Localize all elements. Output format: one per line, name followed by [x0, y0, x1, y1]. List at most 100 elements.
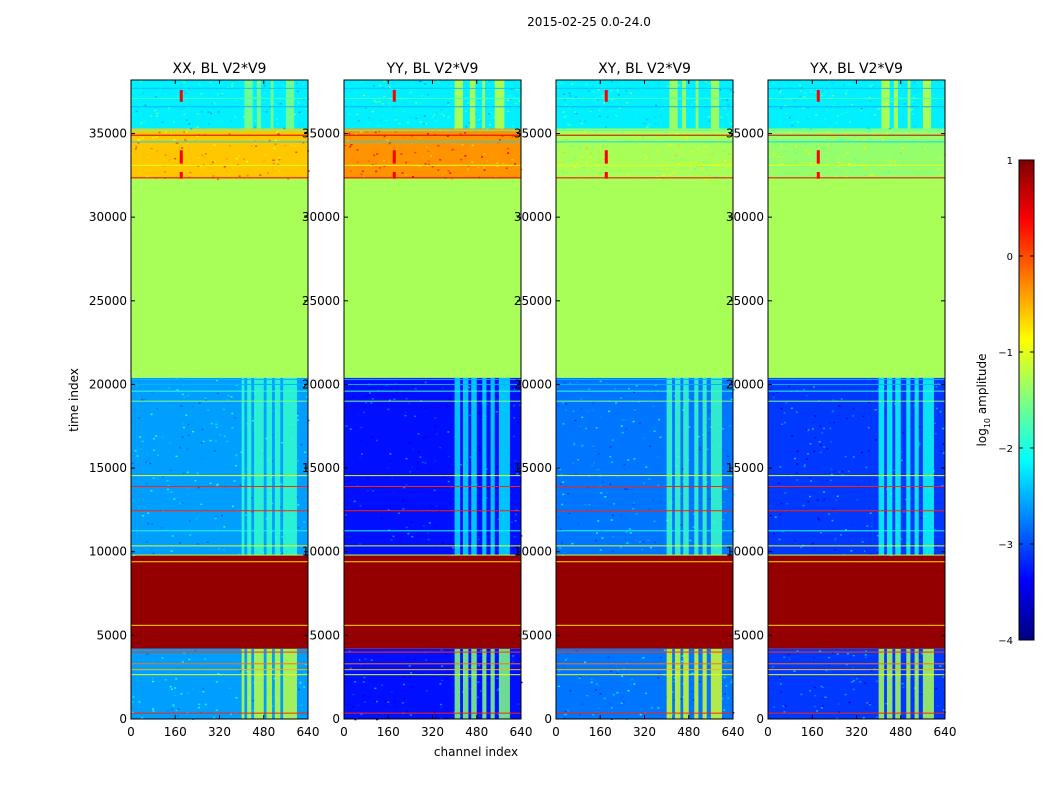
heatmap-cell: [574, 96, 577, 99]
heatmap-cell: [170, 688, 173, 690]
heatmap-cell: [936, 512, 939, 514]
heatmap-cell: [173, 139, 176, 141]
heatmap-cell: [672, 172, 675, 174]
heatmap-cell: [578, 161, 581, 164]
heatmap-cell: [704, 81, 707, 83]
heatmap-cell: [434, 525, 437, 527]
heatmap-cell: [832, 410, 835, 412]
heatmap-cell: [927, 131, 930, 134]
heatmap-cell: [680, 157, 683, 159]
heatmap-cell: [296, 412, 299, 414]
heatmap-cell: [435, 716, 438, 718]
heatmap-cell: [163, 171, 166, 173]
heatmap-cell: [838, 405, 841, 407]
heatmap-cell: [721, 697, 724, 700]
heatmap-cell: [371, 398, 374, 400]
heatmap-cell: [366, 490, 369, 492]
heatmap-cell: [611, 439, 614, 441]
heatmap-cell: [657, 484, 660, 487]
heatmap-cell: [483, 169, 486, 171]
rfi-line: [131, 712, 308, 714]
heatmap-cell: [167, 450, 170, 453]
heatmap-cell: [892, 469, 895, 471]
channel-stripe: [694, 648, 699, 719]
heatmap-cell: [892, 165, 895, 168]
heatmap-cell: [419, 121, 422, 123]
heatmap-cell: [352, 102, 355, 104]
heatmap-cell: [679, 108, 682, 110]
channel-stripe: [454, 80, 463, 129]
heatmap-cell: [244, 673, 247, 675]
heatmap-cell: [695, 161, 698, 164]
heatmap-cell: [723, 709, 726, 711]
heatmap-cell: [170, 550, 173, 552]
heatmap-cell: [235, 456, 238, 459]
heatmap-cell: [204, 658, 207, 660]
heatmap-cell: [586, 410, 589, 413]
heatmap-cell: [641, 548, 644, 551]
heatmap-cell: [565, 409, 568, 411]
heatmap-block: [131, 555, 308, 649]
heatmap-cell: [841, 167, 844, 169]
heatmap-cell: [251, 709, 254, 712]
heatmap-cell: [371, 436, 374, 439]
heatmap-cell: [421, 156, 424, 158]
heatmap-cell: [497, 518, 500, 521]
heatmap-cell: [500, 172, 503, 174]
heatmap-cell: [299, 704, 302, 707]
heatmap-cell: [437, 80, 440, 82]
heatmap-cell: [611, 461, 614, 464]
heatmap-cell: [669, 174, 672, 177]
heatmap-cell: [461, 691, 464, 693]
heatmap-cell: [135, 491, 138, 493]
heatmap-cell: [601, 155, 604, 157]
heatmap-cell: [212, 161, 215, 163]
y-tick-label: 15000: [302, 461, 340, 475]
heatmap-cell: [866, 525, 869, 527]
channel-stripe: [674, 377, 681, 556]
heatmap-cell: [621, 675, 624, 677]
channel-stripe: [922, 80, 932, 129]
heatmap-cell: [588, 503, 591, 506]
heatmap-cell: [847, 470, 850, 473]
heatmap-cell: [306, 108, 309, 110]
heatmap-cell: [815, 114, 818, 116]
heatmap-cell: [145, 461, 148, 464]
heatmap-cell: [201, 428, 204, 431]
heatmap-cell: [810, 128, 812, 130]
heatmap-cell: [829, 427, 832, 430]
heatmap-cell: [809, 82, 812, 84]
heatmap-cell: [599, 380, 602, 382]
heatmap-cell: [145, 483, 148, 485]
heatmap-cell: [725, 450, 728, 452]
heatmap-cell: [360, 659, 363, 661]
heatmap-cell: [911, 130, 914, 132]
heatmap-cell: [367, 477, 370, 480]
heatmap-cell: [850, 524, 853, 526]
heatmap-cell: [584, 120, 586, 122]
heatmap-cell: [857, 484, 860, 486]
heatmap-cell: [644, 711, 647, 714]
heatmap-cell: [560, 82, 563, 84]
heatmap-cell: [934, 432, 937, 435]
heatmap-cell: [447, 170, 450, 172]
heatmap-cell: [907, 139, 910, 141]
heatmap-cell: [890, 100, 893, 103]
heatmap-cell: [217, 672, 220, 675]
heatmap-cell: [557, 148, 560, 151]
heatmap-cell: [881, 138, 884, 141]
colorbar: 10−1−2−3−4: [998, 156, 1035, 647]
heatmap-cell: [383, 430, 385, 433]
heatmap-cell: [417, 683, 420, 686]
heatmap-cell: [218, 110, 221, 112]
heatmap-cell: [427, 165, 430, 168]
heatmap-cell: [724, 660, 727, 663]
heatmap-cell: [686, 139, 689, 141]
heatmap-cell: [795, 411, 798, 413]
heatmap-cell: [254, 126, 257, 129]
heatmap-cell: [151, 677, 154, 680]
heatmap-cell: [697, 435, 700, 438]
heatmap-cell: [824, 696, 827, 698]
heatmap-cell: [499, 139, 501, 141]
heatmap-cell: [562, 93, 565, 95]
